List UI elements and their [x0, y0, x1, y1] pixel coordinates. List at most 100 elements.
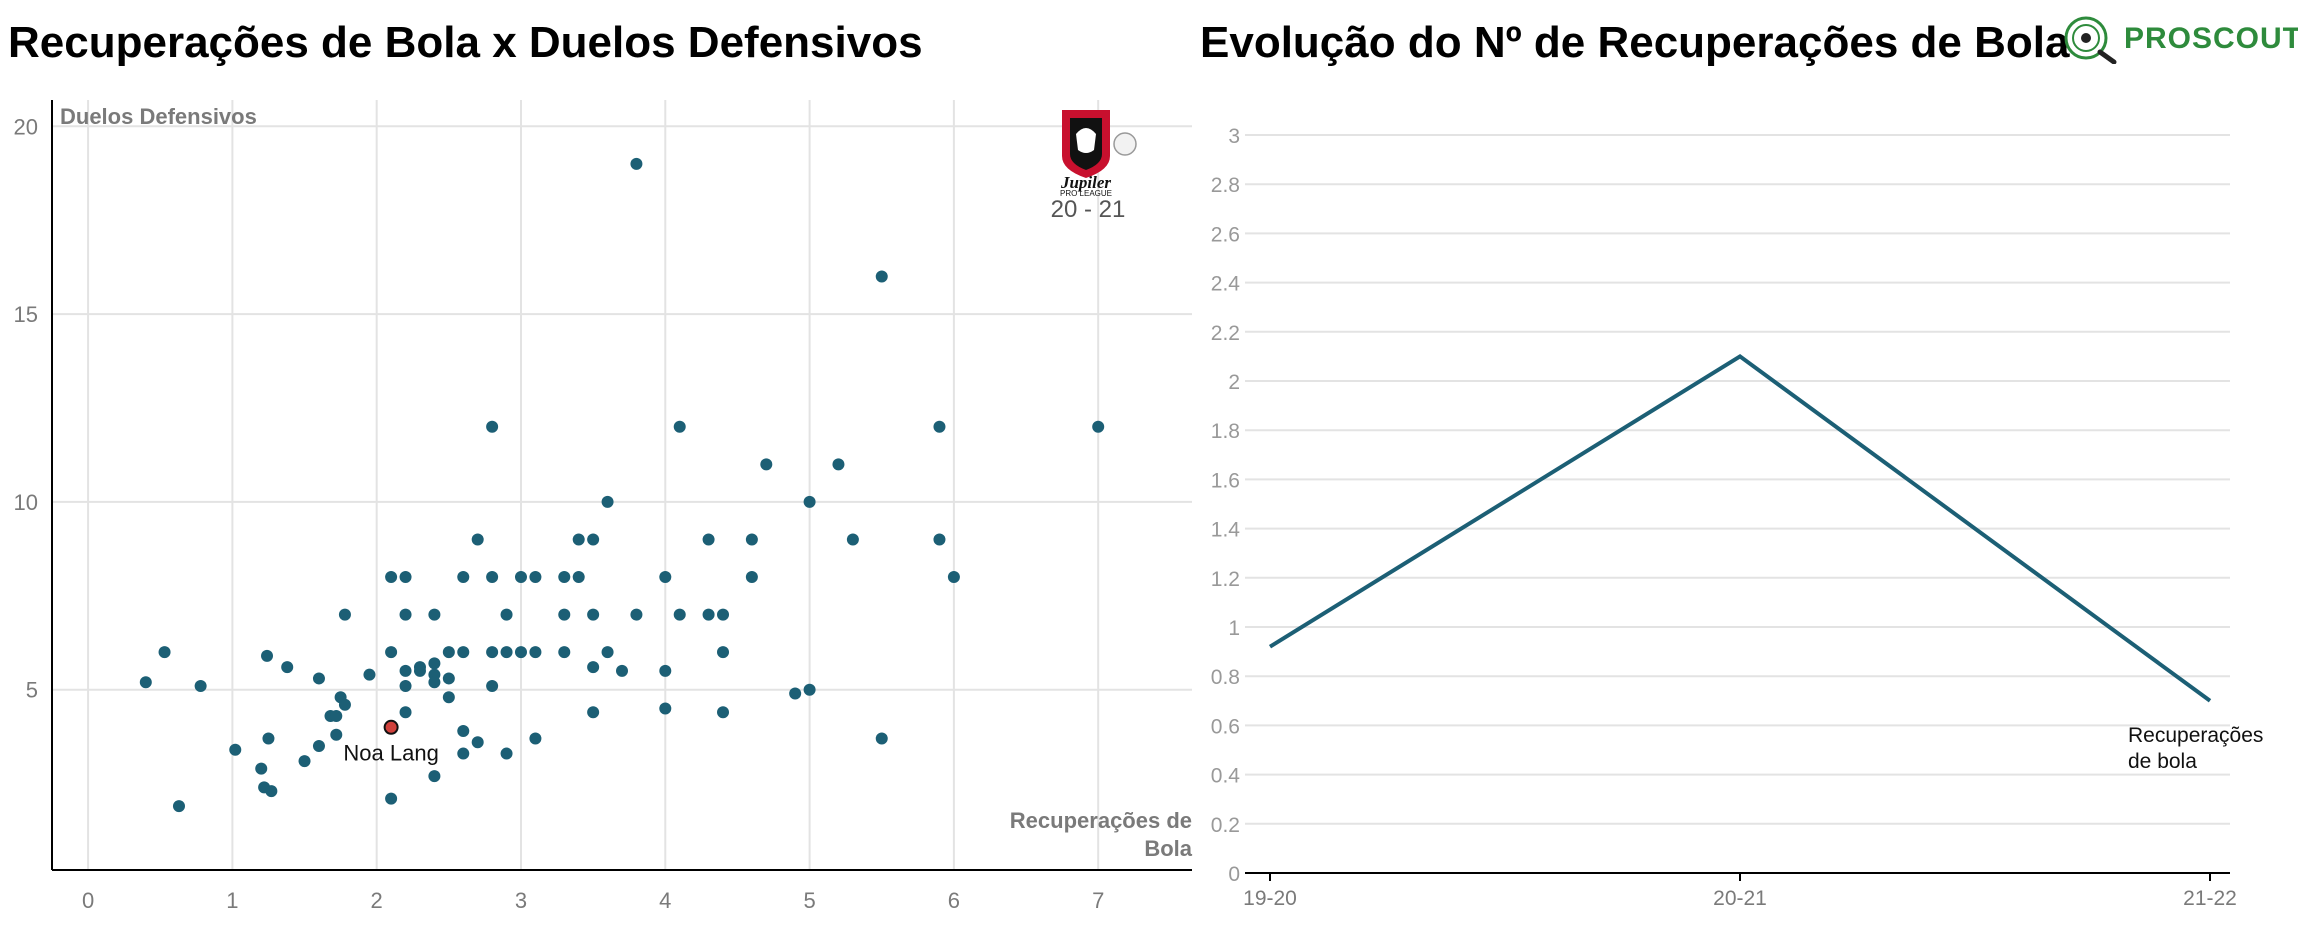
scatter-point [486, 571, 499, 584]
scatter-point [558, 608, 571, 621]
jupiler-pro-league-logo: Jupiler PRO LEAGUE [1060, 110, 1137, 198]
scatter-point [760, 458, 773, 471]
scatter-point [673, 420, 686, 433]
scatter-point [281, 661, 294, 674]
x-tick-label: 7 [1092, 888, 1104, 913]
scatter-point [486, 646, 499, 659]
x-tick-label: 1 [226, 888, 238, 913]
scatter-point [616, 664, 628, 677]
scatter-point [486, 679, 499, 692]
scatter-point [630, 608, 643, 621]
scatter-point [500, 747, 513, 760]
scatter-point [265, 785, 278, 798]
scatter-point [442, 646, 455, 659]
scatter-chart: 0 1 2 3 4 5 6 7 5 10 15 20 Duelos Defensivos Recupera… [14, 100, 1193, 913]
scatter-point [933, 420, 946, 433]
scatter-point [399, 664, 412, 677]
proscout-brand-name: PROSCOUT [2124, 22, 2298, 55]
scatter-point [338, 608, 351, 621]
series-line [1268, 353, 2212, 703]
y-tick-label: 2 [1228, 371, 1240, 394]
scatter-point [558, 646, 571, 659]
scatter-point [587, 533, 600, 546]
scatter-point [194, 679, 207, 692]
scatter-point [442, 672, 455, 685]
scatter-point [428, 770, 441, 783]
scatter-point [172, 800, 185, 813]
y-tick-label: 20 [14, 114, 38, 139]
scatter-point [486, 420, 499, 433]
scatter-point [529, 571, 542, 584]
scatter-point [745, 571, 758, 584]
x-tick-label: 4 [659, 888, 671, 913]
scatter-point [428, 676, 441, 689]
y-tick-label: 3 [1228, 125, 1240, 148]
series-label-line1: Recuperações [2128, 724, 2263, 747]
scatter-point [659, 664, 672, 677]
scatter-point [514, 571, 527, 584]
scatter-point [745, 533, 758, 546]
svg-text:Jupiler: Jupiler [1060, 173, 1111, 192]
scatter-point [702, 533, 715, 546]
y-axis-label: Duelos Defensivos [60, 104, 257, 129]
y-tick-label: 0.6 [1211, 715, 1240, 738]
y-tick-label: 0 [1228, 863, 1240, 886]
x-tick-label: 20-21 [1713, 887, 1767, 910]
scatter-point [846, 533, 859, 546]
scatter-point [500, 608, 513, 621]
scatter-point [717, 706, 730, 719]
scatter-point [529, 646, 542, 659]
league-season-label: 20 - 21 [1050, 196, 1126, 223]
scatter-point [428, 657, 441, 670]
scatter-point [298, 755, 311, 768]
scatter-point [399, 706, 412, 719]
x-axis-label-line1: Recuperações de [1010, 808, 1192, 833]
scatter-point [457, 646, 470, 659]
scatter-point [717, 608, 730, 621]
scatter-point [158, 646, 171, 659]
scatter-point [385, 792, 398, 805]
scatter-point [673, 608, 686, 621]
scatter-point [330, 728, 343, 741]
highlight-label: Noa Lang [343, 740, 438, 765]
y-tick-label: 2.6 [1211, 223, 1240, 246]
x-axis-label-line2: Bola [1144, 836, 1192, 861]
scatter-point [338, 698, 351, 711]
scatter-point [659, 702, 672, 715]
scatter-point [1092, 420, 1105, 433]
scatter-point [875, 732, 888, 745]
y-tick-label: 1.6 [1211, 469, 1240, 492]
y-tick-label: 2.2 [1211, 322, 1240, 345]
scatter-point [139, 676, 152, 689]
scatter-point [789, 687, 802, 700]
y-tick-label: 0.8 [1211, 666, 1240, 689]
scatter-point [875, 270, 888, 283]
scatter-point [262, 732, 275, 745]
svg-text:PRO LEAGUE: PRO LEAGUE [1060, 189, 1112, 196]
line-title: Evolução do Nº de Recuperações de Bola [1200, 18, 2070, 67]
y-tick-label: 1.4 [1211, 519, 1241, 542]
x-tick-label: 21-22 [2183, 887, 2237, 910]
scatter-point [399, 571, 412, 584]
scatter-point [330, 710, 343, 722]
highlight-point [383, 719, 399, 735]
scatter-point [457, 571, 470, 584]
y-tick-label: 2.8 [1211, 174, 1240, 197]
scatter-point [471, 736, 484, 749]
scatter-point [413, 664, 426, 677]
y-tick-label: 1.8 [1211, 420, 1240, 443]
scatter-point [587, 608, 600, 621]
series-label-line2: de bola [2128, 750, 2197, 773]
brand-badge: PROSCOUT [2060, 16, 2298, 66]
scatter-point [659, 571, 672, 584]
scatter-point [601, 646, 614, 659]
scatter-point [717, 646, 730, 659]
y-tick-label: 1.2 [1211, 568, 1240, 591]
scatter-point [558, 571, 571, 584]
x-tick-label: 19-20 [1243, 887, 1297, 910]
scatter-point [471, 533, 484, 546]
scatter-point [385, 646, 398, 659]
scatter-point [529, 732, 542, 745]
scatter-point [630, 157, 643, 170]
scatter-point [601, 495, 614, 508]
